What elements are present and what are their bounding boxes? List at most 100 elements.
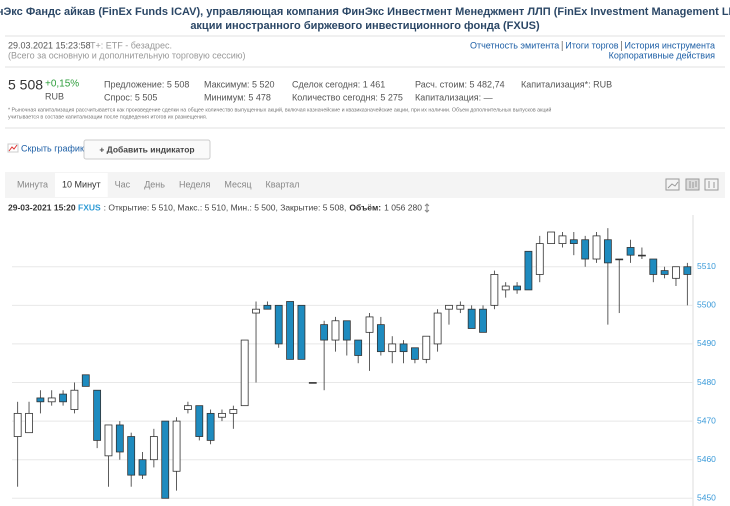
price: 5 508: [8, 77, 43, 93]
datetime: 29.03.2021 15:23:58: [8, 40, 91, 50]
candle-body: [240, 339, 249, 407]
candle-body: [331, 320, 340, 341]
candle-body: [218, 412, 226, 418]
tab-label[interactable]: 10 Минут: [62, 179, 101, 189]
footnote: * Рыночная капитализация рассчитывается …: [8, 106, 551, 113]
candle-body: [638, 254, 646, 257]
candle-body: [569, 239, 578, 244]
candle-body: [615, 258, 624, 261]
tab[interactable]: [55, 173, 108, 197]
candle-body: [445, 304, 453, 310]
stat: Капитализация*: RUB: [521, 79, 612, 89]
candle-body: [456, 304, 465, 310]
hide-chart[interactable]: Скрыть график: [21, 143, 84, 153]
candle-body: [524, 250, 533, 291]
link[interactable]: Итоги торгов: [565, 40, 618, 50]
candle-body: [195, 405, 204, 437]
candle-body: [479, 308, 487, 333]
candle-body: [365, 316, 374, 333]
candle-body: [501, 285, 510, 291]
tabs: Минута 10 Минут Час День Неделя Месяц Квартал: [17, 173, 300, 197]
candle-body: [286, 301, 294, 360]
candle-body: [149, 436, 158, 461]
stat: Предложение: 5 508: [104, 79, 189, 89]
candle-body: [558, 235, 567, 244]
candle-body: [467, 308, 476, 329]
candle-body: [626, 247, 635, 256]
candle-body: [81, 374, 90, 387]
hide-icon[interactable]: [7, 143, 19, 153]
tab-label[interactable]: Неделя: [179, 179, 211, 189]
candle-body: [683, 266, 692, 275]
volume-icon: [424, 203, 430, 213]
candle-body: [25, 412, 33, 434]
candle-body: [297, 304, 306, 360]
y-tick-label: 5480: [697, 377, 716, 387]
candle-body: [581, 239, 590, 260]
legend-time: 29-03-2021 15:20: [8, 202, 76, 212]
candle-body: [603, 239, 612, 264]
candle-body: [13, 412, 22, 437]
legend-part: 1 056 280: [384, 202, 422, 212]
candle-body: [93, 389, 102, 441]
candle-body: [660, 270, 669, 275]
link[interactable]: История инструмента: [624, 40, 715, 50]
candle-body: [104, 424, 113, 457]
candle-body: [47, 397, 56, 403]
candle-body: [592, 235, 601, 260]
session: (Всего за основную и дополнительную торг…: [8, 50, 246, 60]
candle-body: [547, 231, 556, 244]
y-tick-label: 5510: [697, 261, 716, 271]
footnote: учитывается в составе капитализации посл…: [8, 114, 207, 120]
candle-body: [206, 412, 215, 441]
y-tick-label: 5470: [697, 415, 716, 425]
chart-icons[interactable]: [665, 178, 719, 191]
candle-body: [172, 420, 181, 472]
candle-body: [411, 347, 419, 360]
candle-body: [513, 285, 521, 291]
candle-body: [490, 274, 499, 306]
mode: T+: ETF - безадрес.: [90, 40, 172, 50]
y-tick-label: 5500: [697, 300, 716, 310]
candle-body: [252, 308, 260, 314]
link[interactable]: Корпоративные действия: [609, 50, 716, 60]
link[interactable]: Отчетность эмитента: [470, 40, 559, 50]
stat: Количество сегодня: 5 275: [292, 92, 403, 102]
tab-label[interactable]: День: [144, 179, 165, 189]
candle-body: [649, 258, 658, 275]
candle-body: [59, 393, 67, 403]
tab-label[interactable]: Минута: [17, 179, 48, 189]
candle-body: [376, 324, 385, 353]
stat: Минимум: 5 478: [204, 92, 271, 102]
stat: Сделок сегодня: 1 461: [292, 79, 385, 89]
candle-body: [388, 343, 397, 353]
candle-body: [161, 420, 170, 499]
add-indicator[interactable]: + Добавить индикатор: [99, 144, 194, 154]
candle-body: [399, 343, 408, 353]
candle-body: [320, 324, 329, 341]
candle-body: [422, 335, 431, 360]
add-indicator-button[interactable]: [83, 139, 211, 160]
tab-bar: [5, 172, 725, 198]
candle-body: [308, 382, 317, 384]
chart: 5450 5460 5470 5480 5490 5500 5510: [12, 215, 716, 506]
candle-body: [115, 424, 124, 453]
candle-body: [354, 339, 363, 356]
currency: RUB: [45, 91, 64, 101]
tab-label[interactable]: Квартал: [265, 179, 299, 189]
stats: Предложение: 5 508 Спрос: 5 505 Максимум: …: [104, 79, 612, 102]
title: ФинЭкс Фандс айкав (FinEx Funds ICAV), у…: [0, 6, 730, 18]
legend-part: : Открытие: 5 510, Макс.: 5 510, Мин.: 5…: [104, 202, 347, 212]
tab-label[interactable]: Час: [115, 179, 131, 189]
candle-body: [127, 436, 136, 476]
candle-body: [70, 389, 79, 410]
stat: Расч. стоим: 5 482,74: [415, 79, 505, 89]
y-tick-label: 5450: [697, 493, 716, 503]
y-tick-label: 5490: [697, 338, 716, 348]
candle-body: [36, 397, 45, 403]
tab-label[interactable]: Месяц: [224, 179, 251, 189]
stat: Капитализация: —: [415, 92, 493, 102]
candle-body: [274, 304, 283, 345]
stat: Спрос: 5 505: [104, 92, 157, 102]
